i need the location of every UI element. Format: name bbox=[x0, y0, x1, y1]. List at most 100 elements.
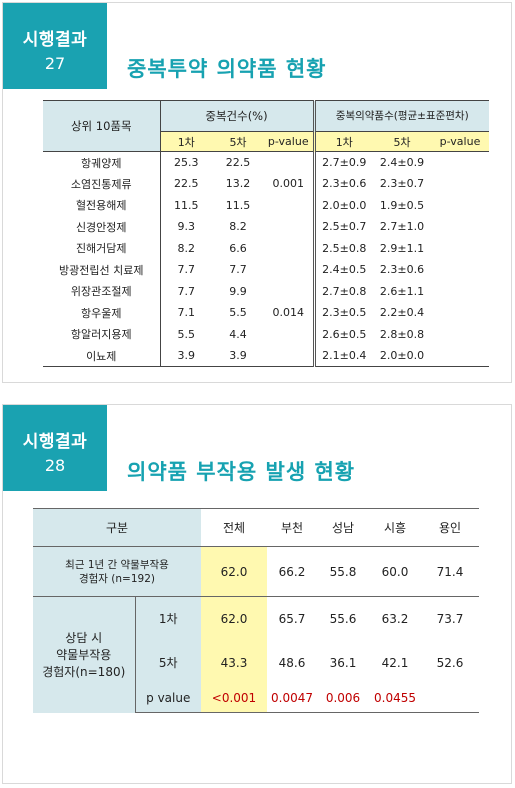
table-cell-d5: 11.5 bbox=[225, 198, 251, 212]
table-cell-p bbox=[264, 345, 314, 367]
table-cell-pb bbox=[431, 216, 489, 238]
table-cell-m5: 2.9±1.1 bbox=[379, 241, 425, 255]
table-row: 항알러지용제 5.5 4.4 2.6±0.5 2.8±0.8 bbox=[43, 323, 489, 346]
cell-5th-bucheon: 48.6 bbox=[278, 655, 306, 670]
row-label-recent-line2: 경험자 (n=192) bbox=[78, 572, 155, 585]
table-row: 방광전립선 치료제 7.7 7.7 2.4±0.5 2.3±0.6 bbox=[43, 259, 489, 281]
col-header-seongnam: 성남 bbox=[317, 508, 369, 547]
table-cell-d5: 8.2 bbox=[229, 220, 247, 234]
table-cell-p: 0.001 bbox=[272, 177, 305, 191]
table-cell-m1: 2.7±0.8 bbox=[312, 280, 373, 302]
table-cell-d1: 3.9 bbox=[159, 345, 212, 367]
table-cell-m1: 2.0±0.0 bbox=[312, 194, 373, 216]
col-header-group: 구분 bbox=[33, 508, 201, 547]
cell-1st-seongnam: 55.6 bbox=[329, 611, 357, 626]
table-cell-name: 방광전립선 치료제 bbox=[59, 263, 144, 277]
table-row: 혈전용해제 11.5 11.5 2.0±0.0 1.9±0.5 bbox=[43, 194, 489, 216]
table-cell-m5: 2.8±0.8 bbox=[379, 327, 425, 341]
cell-recent-siheung: 60.0 bbox=[369, 546, 421, 597]
table-cell-pb bbox=[431, 302, 489, 324]
slide-28: 시행결과 28 의약품 부작용 발생 현황 구분 전체 부천 성남 시흥 용인 … bbox=[2, 404, 512, 784]
table-cell-p bbox=[264, 152, 314, 174]
table-cell-m5: 1.9±0.5 bbox=[379, 198, 425, 212]
cell-1st-bucheon: 65.7 bbox=[278, 611, 306, 626]
table-cell-name: 진해거담제 bbox=[75, 242, 127, 256]
table-cell-pb bbox=[431, 152, 489, 174]
section-tag: 시행결과 28 bbox=[3, 405, 107, 491]
cell-p-siheung: 0.0455 bbox=[369, 684, 421, 713]
cell-p-bucheon: 0.0047 bbox=[267, 684, 317, 713]
col-header-yongin: 용인 bbox=[421, 508, 479, 547]
section-tag-number: 28 bbox=[44, 456, 66, 475]
cell-5th-total: 43.3 bbox=[201, 640, 267, 685]
table-cell-d5: 3.9 bbox=[212, 345, 264, 367]
sub-header-5b: 5차 bbox=[373, 131, 431, 152]
table-cell-m5: 2.7±1.0 bbox=[379, 220, 425, 234]
table-cell-pb bbox=[431, 173, 489, 195]
slide-title: 중복투약 의약품 현황 bbox=[127, 57, 327, 81]
section-tag-number: 27 bbox=[44, 54, 66, 73]
cell-5th-seongnam: 36.1 bbox=[329, 655, 357, 670]
table-cell-m1: 2.6±0.5 bbox=[312, 323, 373, 345]
row-label-consult-line3: 경험자(n=180) bbox=[42, 665, 126, 680]
table-cell-d5: 22.5 bbox=[225, 156, 251, 169]
duplicate-medication-table: 상위 10품목 중복건수(%) 중복의약품수(평균±표준편차) 1차 5차 p-… bbox=[43, 100, 489, 367]
row-label-pvalue: p value bbox=[135, 684, 201, 713]
section-tag: 시행결과 27 bbox=[3, 3, 107, 89]
table-cell-name: 신경안정제 bbox=[75, 220, 127, 234]
sub-header-pb: p-value bbox=[431, 131, 489, 152]
table-cell-d1: 7.7 bbox=[159, 280, 212, 302]
table-cell-p bbox=[264, 324, 314, 346]
col-header-siheung: 시흥 bbox=[369, 508, 421, 547]
table-cell-name: 항궤양제 bbox=[81, 156, 122, 170]
table-cell-name: 혈전용해제 bbox=[75, 199, 127, 213]
table-cell-m5: 2.0±0.0 bbox=[373, 345, 431, 367]
table-cell-p bbox=[264, 281, 314, 303]
table-cell-m1: 2.5±0.7 bbox=[312, 216, 373, 238]
sub-header-1: 1차 bbox=[159, 131, 212, 152]
table-cell-p bbox=[264, 216, 314, 238]
table-cell-d1: 7.1 bbox=[159, 302, 212, 324]
sub-header-1b: 1차 bbox=[312, 131, 373, 152]
table-body: 항궤양제 25.3 22.5 2.7±0.9 2.4±0.9 소염진통제류 22.5 13.2… bbox=[43, 151, 489, 367]
table-cell-name: 소염진통제류 bbox=[70, 177, 132, 191]
cell-recent-bucheon: 66.2 bbox=[267, 546, 317, 597]
cell-p-seongnam: 0.006 bbox=[317, 684, 369, 713]
table-cell-m5: 2.3±0.6 bbox=[379, 263, 425, 277]
table-cell-m1: 2.4±0.5 bbox=[312, 259, 373, 281]
table-cell-d1: 8.2 bbox=[159, 237, 212, 259]
table-cell-pb bbox=[431, 324, 489, 346]
cell-1st-total: 62.0 bbox=[201, 596, 267, 641]
table-cell-d5: 5.5 bbox=[229, 306, 247, 320]
table-cell-d5: 7.7 bbox=[229, 263, 247, 277]
table-cell-name: 항우울제 bbox=[81, 306, 122, 320]
table-cell-m1: 2.7±0.9 bbox=[312, 151, 373, 173]
cell-1st-yongin: 73.7 bbox=[436, 611, 464, 626]
table-cell-m5: 2.4±0.9 bbox=[379, 156, 425, 169]
table-cell-pb bbox=[431, 259, 489, 281]
group-header-mean: 중복의약품수(평균±표준편차) bbox=[312, 100, 489, 132]
table-cell-pb bbox=[431, 238, 489, 260]
cell-recent-yongin: 71.4 bbox=[421, 546, 479, 597]
table-cell-pb bbox=[431, 345, 489, 367]
slide-27: 시행결과 27 중복투약 의약품 현황 상위 10품목 중복건수(%) 중복의약… bbox=[2, 2, 512, 383]
table-cell-d1: 5.5 bbox=[159, 323, 212, 345]
table-row: 신경안정제 9.3 8.2 2.5±0.7 2.7±1.0 bbox=[43, 216, 489, 238]
row-label-5th: 5차 bbox=[135, 640, 201, 685]
table-cell-m1: 2.1±0.4 bbox=[312, 345, 373, 367]
table-cell-d5: 4.4 bbox=[229, 327, 247, 341]
cell-p-yongin bbox=[421, 684, 479, 713]
cell-recent-total: 62.0 bbox=[201, 546, 267, 597]
row-label-recent-line1: 최근 1년 간 약물부작용 bbox=[65, 558, 169, 571]
table-cell-d1: 25.3 bbox=[159, 151, 212, 173]
cell-p-total: <0.001 bbox=[201, 684, 267, 713]
table-row: 항궤양제 25.3 22.5 2.7±0.9 2.4±0.9 bbox=[43, 151, 489, 174]
section-tag-title: 시행결과 bbox=[22, 432, 88, 452]
table-row: 위장관조절제 7.7 9.9 2.7±0.8 2.6±1.1 bbox=[43, 280, 489, 303]
row-label-consult: 상담 시 약물부작용 경험자(n=180) bbox=[33, 596, 136, 713]
group-header-dup: 중복건수(%) bbox=[159, 100, 314, 132]
col-header-total: 전체 bbox=[201, 508, 267, 547]
table-cell-m1: 2.3±0.6 bbox=[312, 173, 373, 195]
row-label-consult-line2: 약물부작용 bbox=[56, 648, 112, 663]
section-tag-title: 시행결과 bbox=[22, 30, 88, 50]
